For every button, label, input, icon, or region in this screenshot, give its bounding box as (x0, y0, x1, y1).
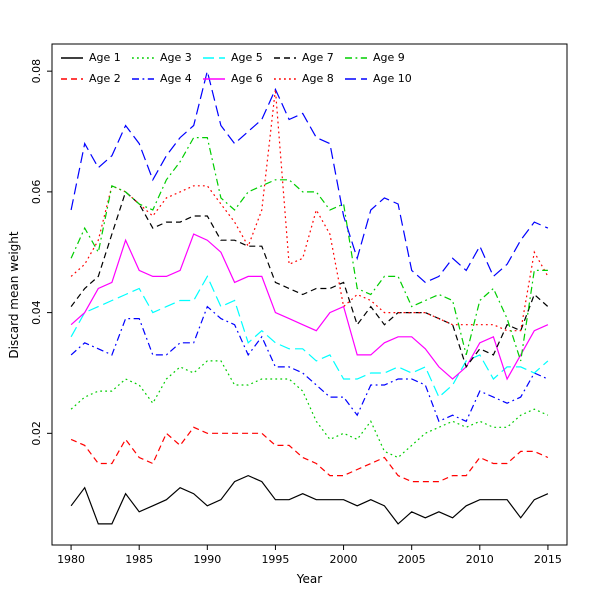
legend-label: Age 3 (160, 51, 192, 64)
series-line (70, 71, 549, 284)
legend-line-sample (132, 77, 154, 80)
y-tick-label: 0.06 (30, 180, 43, 205)
series-line (70, 474, 549, 525)
x-tick-label: 1985 (125, 553, 153, 566)
legend-item: Age 1 (60, 51, 131, 64)
legend-line-sample (274, 56, 296, 59)
legend-item: Age 6 (202, 72, 273, 85)
series-line (70, 360, 549, 459)
x-tick-label: 2005 (398, 553, 426, 566)
legend-line-sample (132, 56, 154, 59)
x-tick-label: 1980 (57, 553, 85, 566)
y-axis-title: Discard mean weight (7, 231, 21, 359)
legend-label: Age 9 (373, 51, 405, 64)
legend-line-sample (345, 56, 367, 59)
legend-line-sample (203, 77, 225, 80)
x-tick-label: 2000 (330, 553, 358, 566)
legend-label: Age 10 (373, 72, 412, 85)
y-tick-label: 0.02 (30, 421, 43, 446)
x-tick-label: 1995 (261, 553, 289, 566)
legend-item: Age 4 (131, 72, 202, 85)
series-line (70, 275, 549, 399)
legend-label: Age 6 (231, 72, 263, 85)
plot-box (51, 43, 568, 546)
series-line (70, 426, 549, 483)
legend-label: Age 5 (231, 51, 263, 64)
legend-line-sample (61, 56, 83, 59)
legend-label: Age 4 (160, 72, 192, 85)
legend-line-sample (274, 77, 296, 80)
legend-line-sample (61, 77, 83, 80)
legend-line-sample (203, 56, 225, 59)
legend-label: Age 1 (89, 51, 121, 64)
legend-item: Age 8 (273, 72, 344, 85)
y-tick-label: 0.08 (30, 59, 43, 84)
x-tick-label: 1990 (193, 553, 221, 566)
legend-line-sample (345, 77, 367, 80)
series-line (70, 89, 549, 332)
series-line (70, 305, 549, 423)
x-axis-title: Year (296, 572, 323, 586)
series-line (70, 190, 549, 369)
series-line (70, 137, 548, 362)
legend: Age 1 Age 2 Age 3 Age 4 Age 5 Age 6 Age 7 Age 8… (60, 47, 415, 89)
legend-label: Age 2 (89, 72, 121, 85)
legend-label: Age 8 (302, 72, 334, 85)
legend-item: Age 3 (131, 51, 202, 64)
legend-item: Age 2 (60, 72, 131, 85)
series-line (70, 233, 549, 381)
legend-item: Age 9 (344, 51, 415, 64)
x-tick-label: 2015 (534, 553, 562, 566)
x-tick-label: 2010 (466, 553, 494, 566)
legend-item: Age 5 (202, 51, 273, 64)
legend-label: Age 7 (302, 51, 334, 64)
y-tick-label: 0.04 (30, 300, 43, 325)
legend-item: Age 7 (273, 51, 344, 64)
legend-item: Age 10 (344, 72, 415, 85)
